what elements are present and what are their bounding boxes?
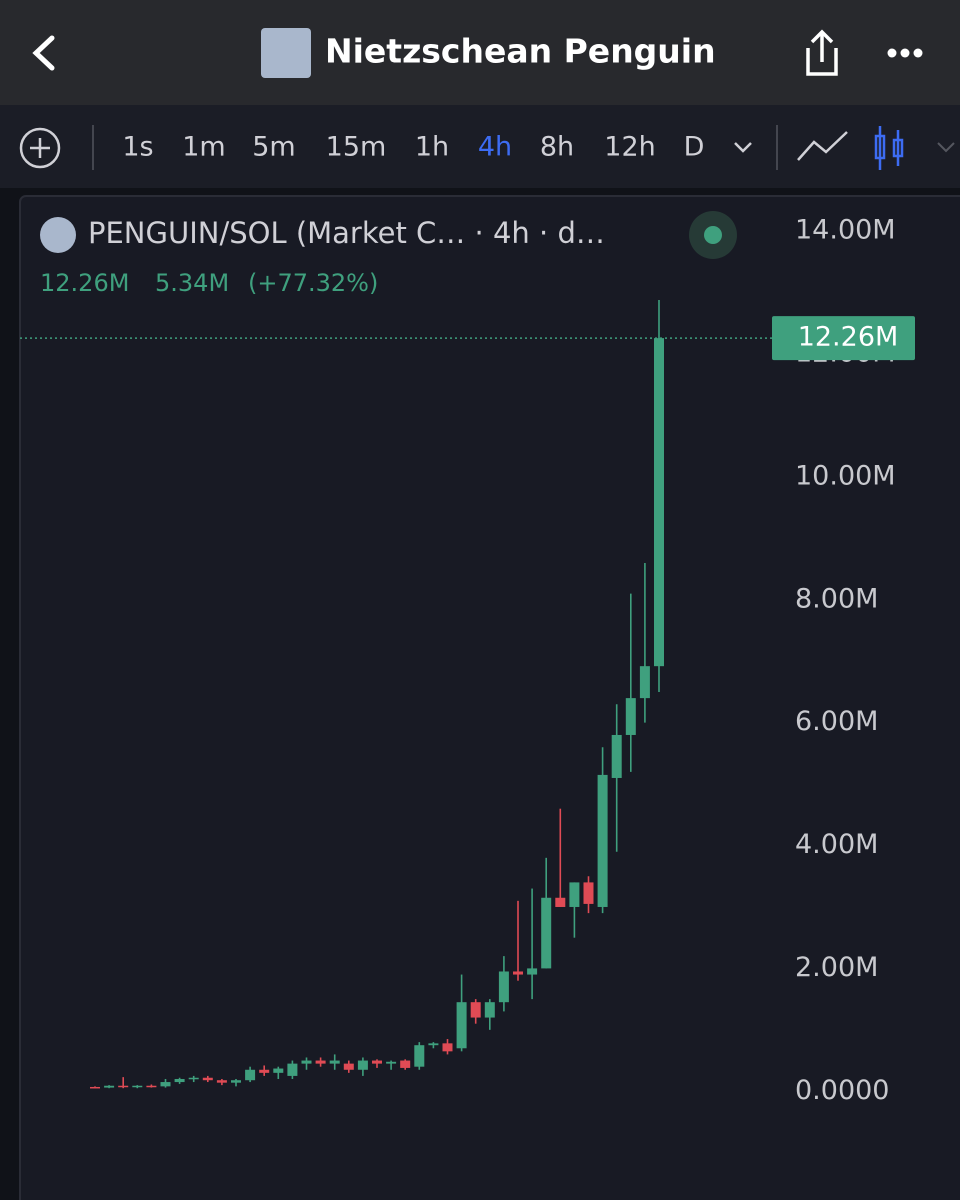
y-tick-label: 0.0000: [795, 1075, 889, 1106]
candle-body: [400, 1060, 411, 1068]
interval-button[interactable]: D: [684, 132, 705, 163]
plot: 0.00002.00M4.00M6.00M8.00M10.00M12.00M14…: [20, 215, 915, 1106]
candle-body: [654, 338, 664, 667]
candle-body: [273, 1068, 284, 1073]
y-tick-label: 2.00M: [795, 952, 878, 983]
stat-close: 12.26M: [40, 269, 129, 297]
interval-dropdown[interactable]: [734, 142, 752, 153]
share-button[interactable]: [806, 29, 838, 76]
interval-button[interactable]: 1s: [122, 132, 153, 163]
page-title: Nietzschean Penguin: [325, 32, 716, 71]
candle-body: [231, 1080, 241, 1083]
candle-body: [357, 1060, 368, 1070]
candle-body: [245, 1069, 256, 1081]
stat-change-percent: (+77.32%): [248, 269, 378, 297]
chart-panel: [19, 195, 960, 1200]
interval-button[interactable]: 8h: [540, 132, 574, 163]
candle-body: [541, 897, 552, 969]
candle-body: [470, 1002, 481, 1018]
candle-body: [414, 1045, 425, 1067]
candle-body: [639, 666, 650, 699]
candle-body: [527, 968, 538, 975]
y-tick-label: 6.00M: [795, 706, 878, 737]
interval-button[interactable]: 4h: [478, 132, 512, 163]
candle-body: [625, 698, 636, 735]
line-chart-button[interactable]: [797, 131, 848, 161]
candle-body: [597, 774, 608, 907]
candle-chart-button[interactable]: [874, 126, 904, 170]
candle-body: [555, 897, 566, 907]
candle-body: [386, 1061, 397, 1064]
candle-body: [456, 1002, 467, 1049]
back-button[interactable]: [32, 35, 55, 71]
y-tick-label: 8.00M: [795, 583, 878, 614]
y-tick-label: 10.00M: [795, 460, 896, 491]
candle-body: [174, 1078, 185, 1083]
candle-body: [104, 1085, 115, 1088]
add-indicator-button[interactable]: [19, 127, 61, 169]
candle-body: [259, 1069, 270, 1073]
candle-body: [287, 1063, 298, 1076]
candle-body: [301, 1060, 312, 1064]
candle-body: [202, 1077, 213, 1081]
interval-button[interactable]: 1m: [182, 132, 225, 163]
interval-button[interactable]: 15m: [326, 132, 387, 163]
chart-title: PENGUIN/SOL (Market C… · 4h · d…: [88, 216, 605, 250]
candle-body: [132, 1085, 143, 1088]
interval-button[interactable]: 12h: [604, 132, 655, 163]
candle-body: [484, 1002, 495, 1018]
candle-body: [583, 882, 594, 904]
candle-body: [160, 1082, 171, 1087]
candle-body: [90, 1086, 100, 1089]
candle-body: [498, 971, 509, 1003]
stat-change: 5.34M: [155, 269, 229, 297]
last-price-label: 12.26M: [798, 322, 899, 353]
status-dot: [704, 226, 722, 244]
candle-body: [146, 1085, 157, 1088]
candle-body: [329, 1060, 340, 1064]
toolbar: [0, 105, 960, 188]
candle-body: [118, 1085, 129, 1088]
token-thumbnail: [261, 28, 311, 78]
candle-body: [513, 971, 523, 975]
interval-button[interactable]: 1h: [415, 132, 449, 163]
candle-body: [188, 1077, 199, 1080]
more-button[interactable]: [887, 48, 923, 58]
pair-icon: [40, 217, 76, 253]
interval-button[interactable]: 5m: [252, 132, 295, 163]
candle-body: [428, 1043, 439, 1046]
candle-body: [569, 882, 580, 907]
panel-dropdown[interactable]: [937, 142, 955, 153]
candle-body: [442, 1043, 453, 1052]
y-tick-label: 14.00M: [795, 215, 896, 246]
y-tick-label: 4.00M: [795, 829, 878, 860]
app-bar: [0, 0, 960, 105]
candle-body: [611, 734, 622, 778]
candle-body: [343, 1063, 354, 1070]
candle-body: [315, 1060, 326, 1064]
candle-body: [372, 1060, 382, 1064]
last-price-tag: [772, 316, 915, 361]
candle-body: [216, 1080, 227, 1083]
